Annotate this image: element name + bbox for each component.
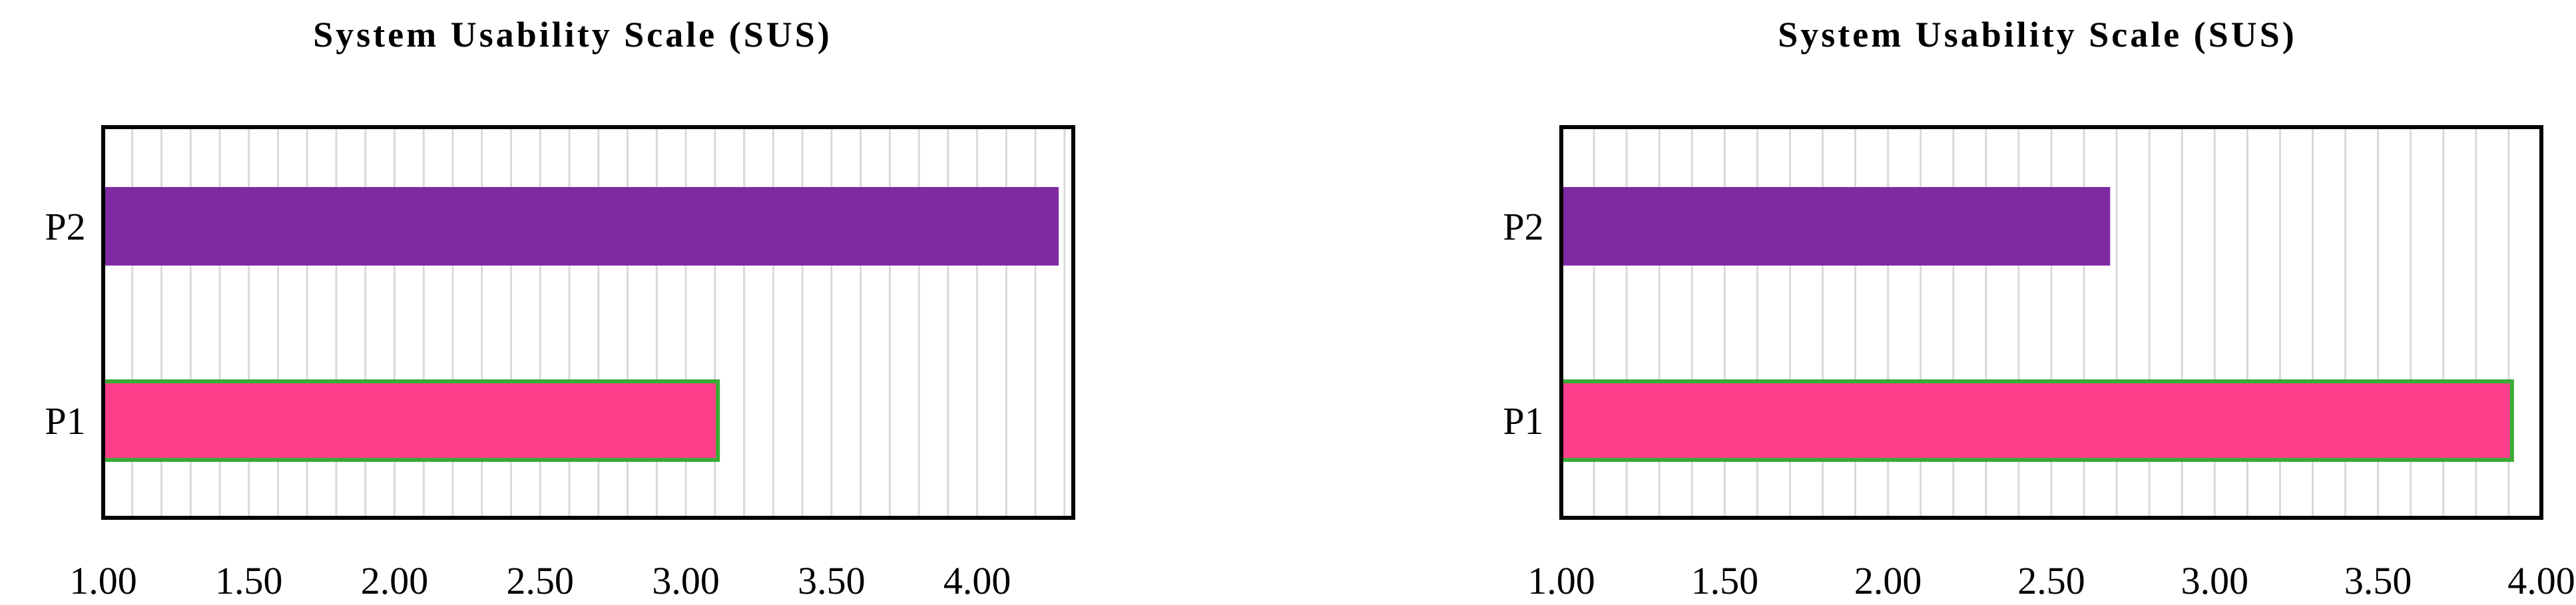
bar-p2: [103, 187, 1059, 266]
x-tick-label: 3.50: [2344, 559, 2412, 602]
x-tick-label: 2.00: [1854, 559, 1922, 602]
category-label-p1: P1: [45, 399, 85, 443]
plot-frame: [1559, 125, 2543, 520]
chart-title: System Usability Scale (SUS): [313, 15, 832, 55]
sus-chart-left: P1 P2 1.00 1.50 2.00 2.50 3.00 3.50 4.00 System U…: [45, 15, 1075, 602]
category-label-p2: P2: [45, 205, 85, 248]
x-tick-label: 1.50: [1691, 559, 1759, 602]
bar-p1: [1559, 379, 2514, 462]
x-tick-label: 2.00: [361, 559, 429, 602]
plot-frame: [101, 125, 1075, 520]
x-tick-label: 2.50: [507, 559, 575, 602]
x-tick-label: 1.00: [69, 559, 137, 602]
x-tick-label: 4.00: [2507, 559, 2575, 602]
bar-p1: [101, 379, 720, 462]
x-tick-label: 4.00: [943, 559, 1011, 602]
category-label-p2: P2: [1503, 205, 1543, 248]
x-tick-label: 3.00: [652, 559, 720, 602]
x-tick-label: 1.50: [215, 559, 283, 602]
x-tick-label: 3.00: [2181, 559, 2249, 602]
x-tick-label: 2.50: [2017, 559, 2085, 602]
chart-title: System Usability Scale (SUS): [1778, 15, 2297, 55]
x-tick-label: 3.50: [798, 559, 866, 602]
x-tick-label: 1.00: [1527, 559, 1595, 602]
bar-p2: [1561, 187, 2111, 266]
category-label-p1: P1: [1503, 399, 1543, 443]
sus-chart-right: P1 P2 1.00 1.50 2.00 2.50 3.00 3.50 4.00 System U…: [1503, 15, 2575, 602]
